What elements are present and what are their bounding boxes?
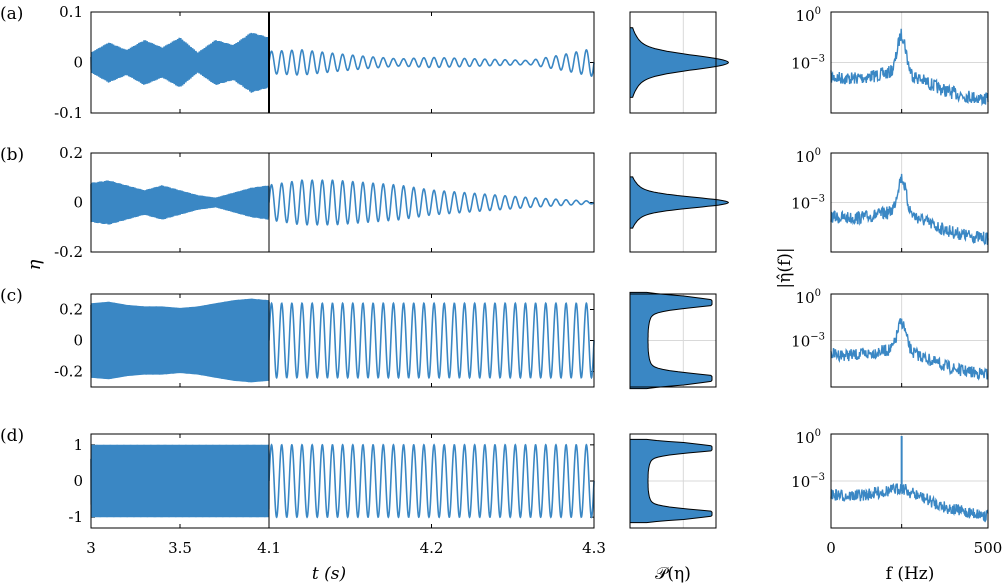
pdf-panel-a bbox=[629, 11, 730, 114]
time-series-frame bbox=[90, 433, 595, 529]
spectrum-ytick-top-exp: 0 bbox=[815, 288, 821, 299]
time-series-panel-a: 0.1 0 -0.1 bbox=[54, 3, 595, 122]
panel-label-c: (c) bbox=[0, 286, 23, 306]
spectrum-ytick-mid: 10−3 bbox=[791, 54, 825, 73]
time-series-panel-d: 1 0 -1 bbox=[68, 433, 595, 529]
time-series-frame bbox=[90, 293, 595, 388]
spectrum-panel-d: 100 10−3 bbox=[791, 428, 989, 529]
spectrum-frame bbox=[830, 433, 989, 529]
y-tick-label: -1 bbox=[68, 508, 83, 526]
pdf-x-label: 𝒫(η) bbox=[655, 564, 691, 584]
spectrum-ytick-top-exp: 0 bbox=[815, 428, 821, 439]
time-x-tick-label: 4.2 bbox=[420, 539, 444, 557]
time-series-panel-b: 0.2 0 -0.2 bbox=[54, 144, 595, 261]
spectrum-ytick-top: 100 bbox=[796, 147, 821, 166]
y-tick-label: 0.2 bbox=[59, 301, 83, 319]
time-series-panel-c: 0.2 0 -0.2 bbox=[54, 293, 595, 388]
spectrum-x-label: f (Hz) bbox=[886, 564, 935, 584]
y-tick-label: 0.2 bbox=[59, 144, 83, 162]
pdf-frame bbox=[629, 433, 717, 529]
signal-post-segment bbox=[268, 49, 595, 78]
spectrum-ytick-mid-exp: −3 bbox=[810, 472, 825, 483]
spectrum-frame bbox=[830, 152, 989, 253]
spectrum-curve bbox=[830, 318, 989, 381]
spectrum-frame bbox=[830, 11, 989, 114]
y-tick-label: 0 bbox=[73, 332, 83, 350]
pdf-curve bbox=[629, 438, 713, 524]
spectrum-ytick-top: 100 bbox=[796, 428, 821, 447]
time-x-tick-label: 4.3 bbox=[582, 539, 606, 557]
signal-pre-segment bbox=[90, 32, 270, 93]
spectrum-frame bbox=[830, 293, 989, 388]
y-tick-label: -0.2 bbox=[54, 363, 83, 381]
spectrum-ytick-top: 100 bbox=[796, 6, 821, 25]
spectrum-x-tick-label: 500 bbox=[974, 539, 1003, 557]
spectrum-curve bbox=[830, 173, 989, 246]
panel-label-a: (a) bbox=[0, 4, 23, 24]
time-series-frame bbox=[90, 11, 595, 114]
time-x-tick-label: 4.1 bbox=[257, 539, 281, 557]
panel-label-d: (d) bbox=[0, 426, 24, 446]
time-y-label: η bbox=[24, 259, 45, 270]
time-x-label: t (s) bbox=[312, 564, 346, 584]
panel-label-b: (b) bbox=[0, 145, 24, 165]
y-tick-label: 0 bbox=[73, 54, 83, 72]
spectrum-ytick-mid: 10−3 bbox=[791, 332, 825, 351]
pdf-frame bbox=[629, 293, 717, 388]
y-tick-label: 0 bbox=[73, 194, 83, 212]
spectrum-curve bbox=[830, 28, 989, 107]
signal-envelope bbox=[91, 444, 269, 518]
spectrum-curve bbox=[830, 482, 989, 523]
time-x-tick-label: 3 bbox=[86, 539, 96, 557]
spectrum-x-tick-label: 0 bbox=[826, 539, 836, 557]
spectrum-ytick-mid-exp: −3 bbox=[810, 332, 825, 343]
signal-envelope bbox=[91, 298, 269, 383]
y-tick-label: 1 bbox=[73, 436, 83, 454]
pdf-panel-d bbox=[629, 433, 717, 529]
pdf-frame bbox=[629, 152, 717, 253]
spectrum-ytick-top-exp: 0 bbox=[815, 6, 821, 17]
spectrum-panel-c: 100 10−3 bbox=[791, 288, 989, 388]
signal-post-segment bbox=[268, 301, 595, 380]
spectrum-ytick-mid-exp: −3 bbox=[810, 54, 825, 65]
spectrum-ytick-top-exp: 0 bbox=[815, 147, 821, 158]
spectrum-panel-b: 100 10−3 bbox=[791, 147, 989, 253]
time-x-tick-label: 3.5 bbox=[168, 539, 192, 557]
pdf-panel-c bbox=[629, 291, 717, 390]
y-tick-label: -0.2 bbox=[54, 243, 83, 261]
pdf-frame bbox=[629, 11, 717, 114]
spectrum-y-label: |η̂(f)| bbox=[775, 247, 795, 288]
pdf-curve bbox=[629, 176, 730, 229]
pdf-curve bbox=[629, 27, 730, 98]
spectrum-ytick-top: 100 bbox=[796, 288, 821, 307]
signal-post-segment bbox=[268, 179, 595, 226]
spectrum-ytick-mid: 10−3 bbox=[791, 194, 825, 213]
signal-post-segment bbox=[268, 443, 595, 519]
y-tick-label: 0 bbox=[73, 472, 83, 490]
spectrum-ytick-mid: 10−3 bbox=[791, 472, 825, 491]
pdf-curve bbox=[629, 291, 713, 390]
y-tick-label: 0.1 bbox=[59, 3, 83, 21]
y-tick-label: -0.1 bbox=[54, 104, 83, 122]
time-series-frame bbox=[90, 152, 595, 253]
signal-pre-segment bbox=[90, 180, 270, 225]
spectrum-panel-a: 100 10−3 bbox=[791, 6, 989, 114]
pdf-panel-b bbox=[629, 152, 730, 253]
spectrum-ytick-mid-exp: −3 bbox=[810, 194, 825, 205]
